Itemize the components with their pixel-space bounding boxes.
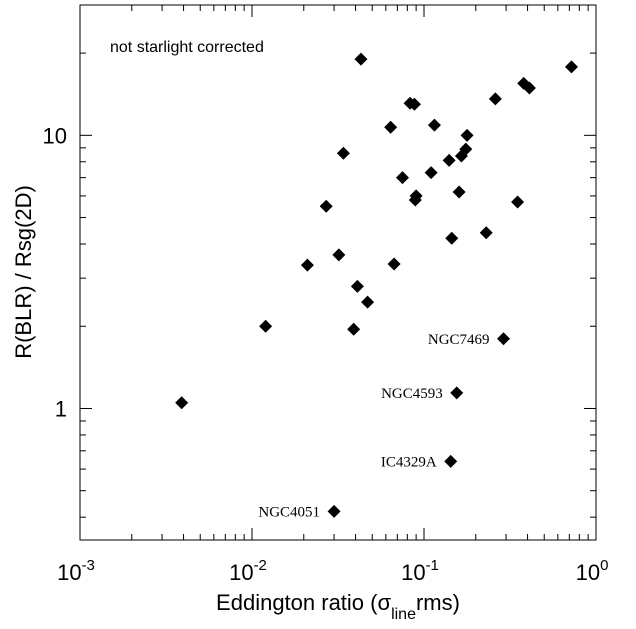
data-point [300,258,314,272]
data-point [175,396,189,410]
x-tick-label: 10-1 [401,557,439,585]
data-point [319,199,333,213]
data-point [444,454,458,468]
chart-note: not starlight corrected [110,39,264,56]
plot-frame [79,4,597,541]
axis-ticks [79,4,596,540]
data-point [424,166,438,180]
data-point [488,92,502,106]
x-tick-label-base: 10 [576,560,600,585]
point-label: NGC4051 [258,504,320,520]
x-axis-title-tail: rms) [416,590,460,615]
x-tick-label-base: 10 [229,560,253,585]
x-tick-label-base: 10 [401,560,425,585]
x-tick-label-base: 10 [57,560,81,585]
y-tick-label: 10 [43,123,67,148]
data-markers [175,52,578,518]
data-point [384,120,398,134]
x-tick-label-exponent: 0 [600,557,608,574]
data-point [445,231,459,245]
x-tick-label: 100 [576,557,609,585]
data-point [327,504,341,518]
x-tick-label-exponent: -3 [82,557,95,574]
data-point [336,146,350,160]
data-point [350,279,364,293]
data-point [459,142,473,156]
data-point [442,153,456,167]
data-point [511,195,525,209]
x-axis-title-main: Eddington ratio ( [216,590,378,615]
data-point [460,128,474,142]
data-point [354,52,368,66]
x-axis-title: Eddington ratio (σlinerms) [216,590,460,623]
x-tick-label-exponent: -1 [426,557,439,574]
point-label: NGC4593 [381,386,443,402]
data-point [452,185,466,199]
data-point [361,295,375,309]
data-point [522,81,536,95]
data-point [427,118,441,132]
x-tick-label: 10-3 [57,557,95,585]
point-label: IC4329A [381,454,437,470]
data-point [564,60,578,74]
data-point [396,171,410,185]
x-axis-title-subscript: line [391,606,416,623]
data-point [259,319,273,333]
data-point [479,226,493,240]
y-tick-label: 1 [55,396,67,421]
data-point [407,97,421,111]
data-point [347,322,361,336]
data-point [450,386,464,400]
x-axis-title-sigma: σ [377,590,391,615]
x-tick-label-exponent: -2 [254,557,267,574]
data-point [497,332,511,346]
y-axis-title: R(BLR) / Rsg(2D) [11,185,36,359]
point-label: NGC7469 [428,332,490,348]
data-point [409,189,423,203]
point-annotations: NGC7469 NGC4593 IC4329A NGC4051 [258,332,489,521]
data-point [332,248,346,262]
data-point [387,257,401,271]
x-tick-label: 10-2 [229,557,267,585]
